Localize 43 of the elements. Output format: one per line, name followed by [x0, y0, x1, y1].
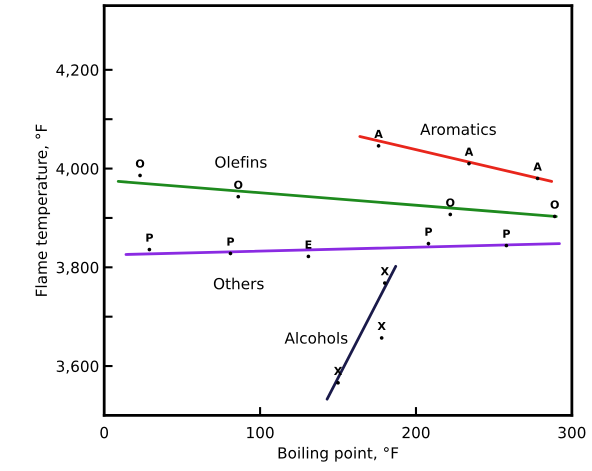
point [504, 244, 508, 248]
y-tick-label: 4,000 [56, 163, 98, 176]
data-label: X [378, 322, 386, 330]
data-label: A [464, 148, 474, 156]
series-label: Others [214, 278, 264, 290]
data-label: A [533, 162, 542, 171]
point [426, 242, 430, 246]
point [236, 194, 240, 199]
point [306, 254, 310, 258]
series-label: Alcohols [284, 332, 348, 344]
y-tick-label: 3,600 [56, 360, 98, 374]
data-label: O [136, 159, 144, 168]
data-label: P [503, 230, 510, 238]
point [376, 144, 380, 148]
series-label: Aromatics [420, 123, 496, 136]
series-label: Olefins [215, 156, 267, 168]
data-label: A [374, 130, 383, 138]
point [382, 281, 387, 285]
data-label: O [550, 200, 559, 209]
y-axis-title: Flame temperature, °F [35, 124, 50, 296]
data-label: O [446, 198, 454, 207]
x-tick-label: 0 [100, 426, 108, 438]
data-label: X [380, 267, 389, 276]
point [336, 381, 340, 385]
point [536, 176, 540, 180]
y-tick-label: 3,800 [56, 262, 98, 275]
data-label: P [425, 228, 432, 236]
data-label: O [234, 180, 242, 190]
data-label: P [227, 238, 234, 246]
x-axis-title: Boiling point, °F [278, 446, 398, 462]
point [467, 162, 471, 166]
x-tick-label: 200 [402, 426, 430, 438]
y-tick-label: 4,200 [56, 64, 98, 78]
point [138, 174, 142, 178]
x-tick-label: 300 [558, 426, 586, 438]
point [552, 214, 557, 218]
point [148, 248, 152, 252]
data-label: P [146, 234, 154, 242]
point [228, 252, 232, 256]
data-label: E [306, 240, 312, 249]
x-tick-label: 100 [247, 426, 274, 438]
point [448, 212, 452, 216]
point [380, 336, 384, 340]
